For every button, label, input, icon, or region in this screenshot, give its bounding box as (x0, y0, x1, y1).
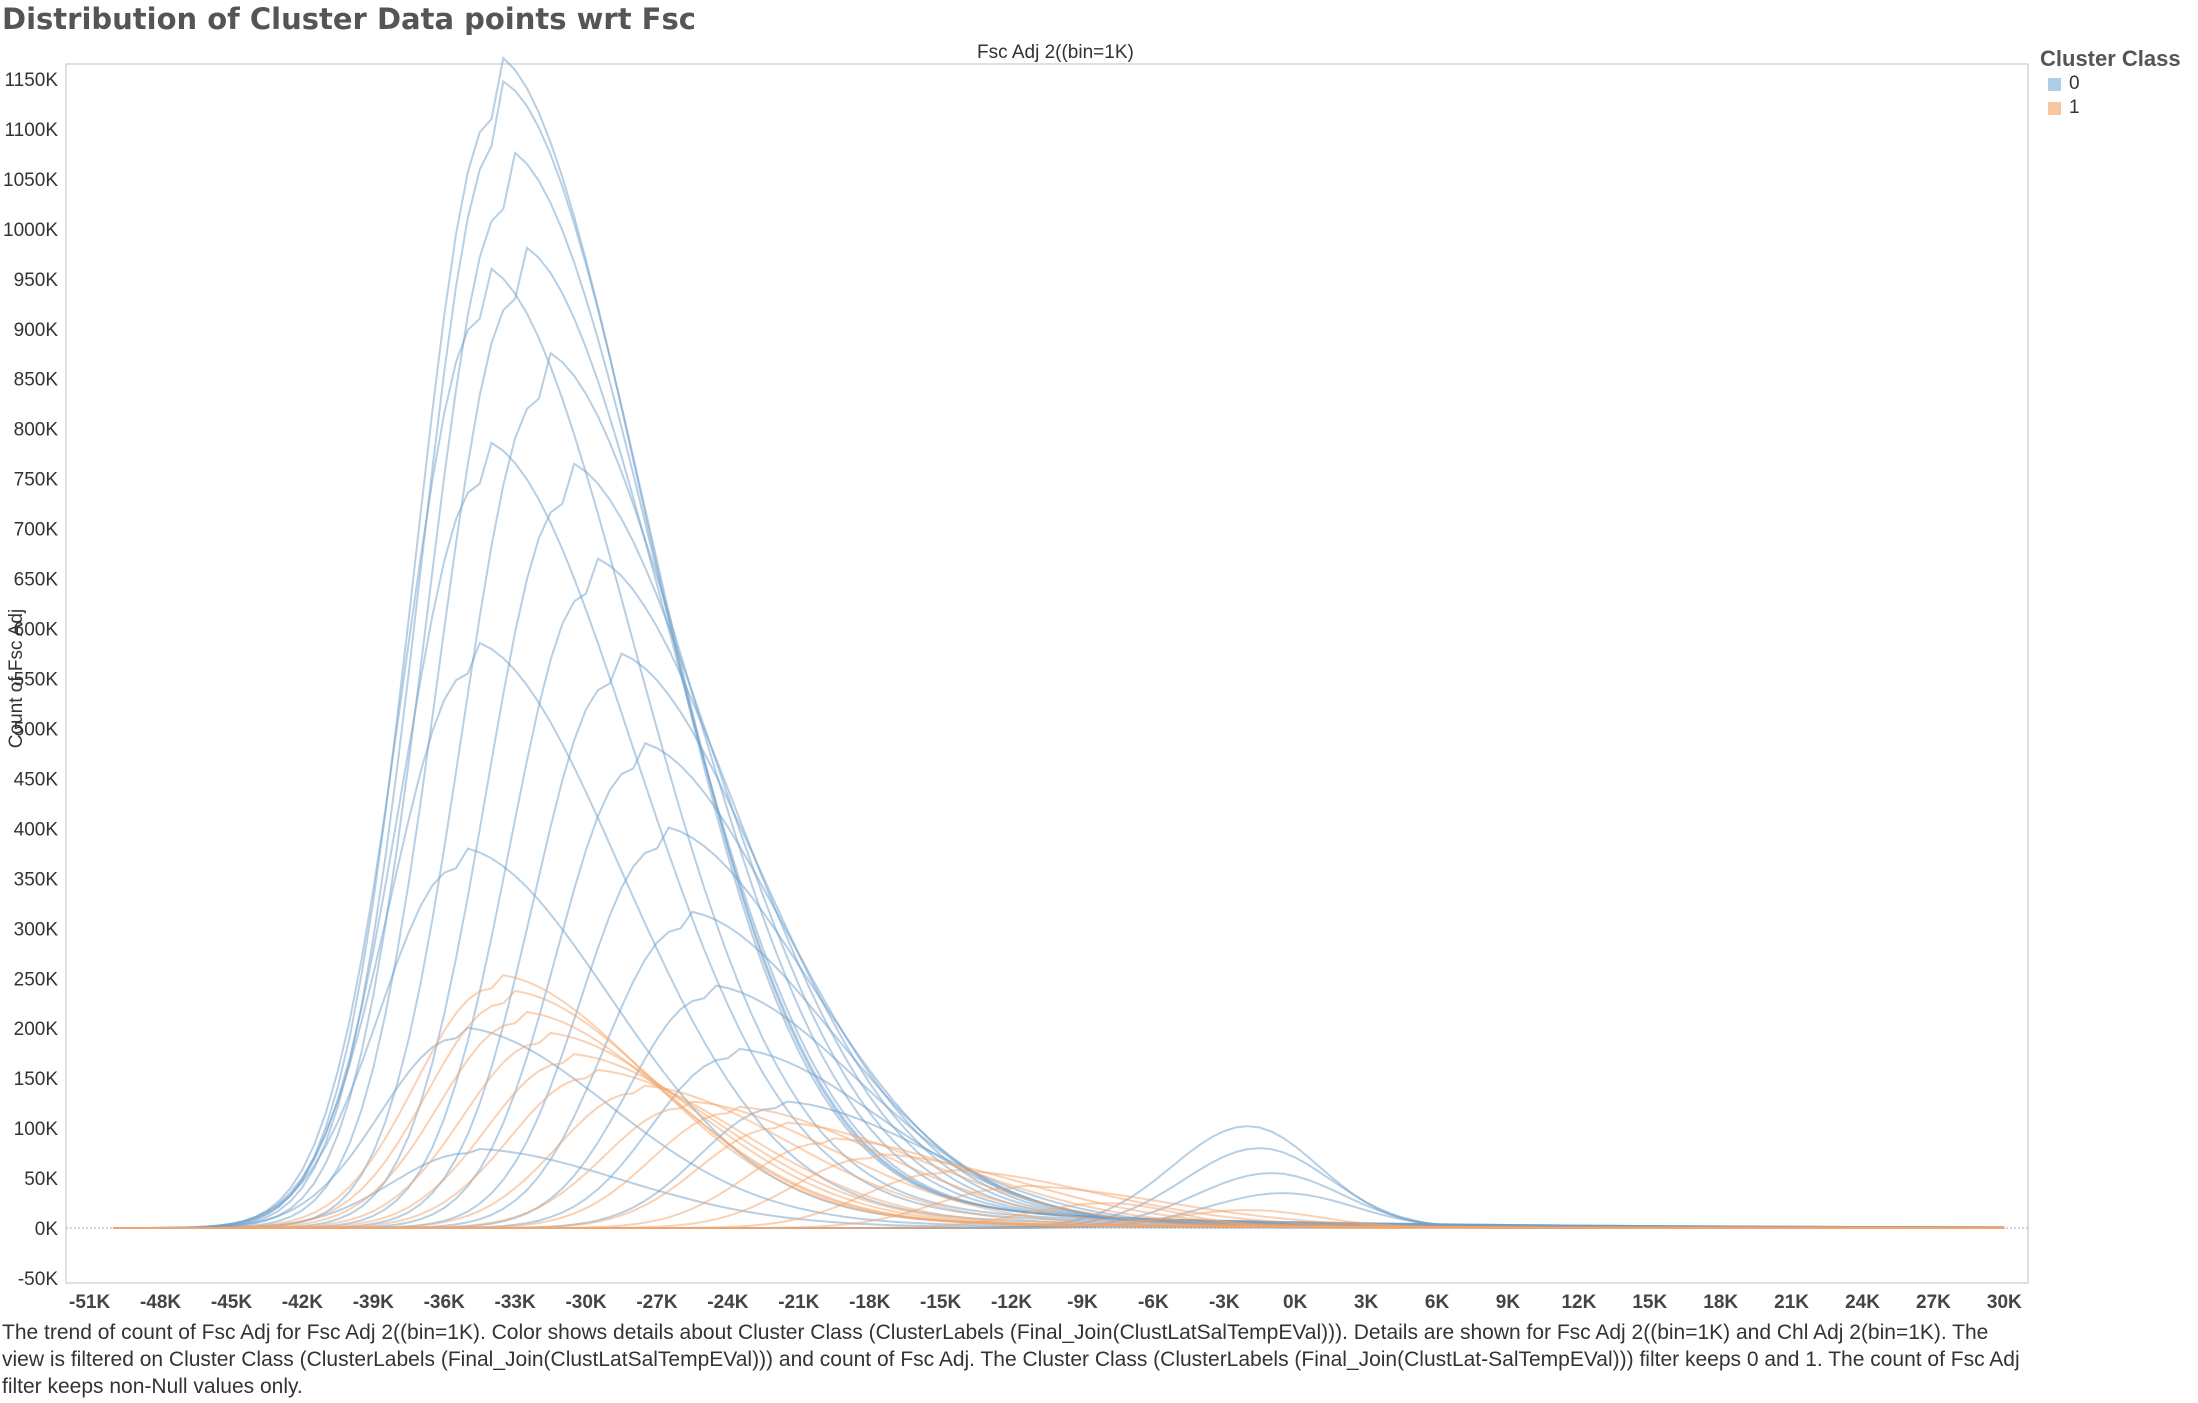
legend-item-1[interactable]: 1 (2040, 96, 2181, 120)
y-tick-label: 0K (35, 1219, 59, 1240)
y-tick-label: 600K (14, 620, 59, 641)
series-0-line (113, 984, 2005, 1229)
x-tick-label: 15K (1632, 1292, 1667, 1313)
series-0-line (113, 55, 2005, 1229)
series-0-line (113, 351, 2005, 1229)
y-tick-label: 550K (14, 669, 59, 690)
x-tick-label: -45K (211, 1292, 252, 1313)
x-tick-label: -18K (849, 1292, 890, 1313)
y-tick-label: 200K (14, 1019, 59, 1040)
x-tick-label: 12K (1561, 1292, 1596, 1313)
x-tick-label: 24K (1845, 1292, 1880, 1313)
x-tick-label: -30K (565, 1292, 606, 1313)
y-tick-label: 500K (14, 719, 59, 740)
x-tick-label: -42K (282, 1292, 323, 1313)
x-tick-label: -24K (707, 1292, 748, 1313)
x-tick-label: -27K (636, 1292, 677, 1313)
y-tick-label: 1100K (4, 120, 58, 141)
y-tick-label: 50K (24, 1169, 58, 1190)
y-tick-label: 1000K (3, 220, 58, 241)
plot-area-frame (65, 63, 2029, 1284)
series-0-line (113, 1026, 2005, 1229)
legend[interactable]: Cluster Class 0 1 (2040, 46, 2181, 120)
series-0-line (113, 652, 2005, 1229)
series-0-line (113, 441, 2005, 1229)
x-tick-label: 0K (1283, 1292, 1308, 1313)
x-axis: -51K -48K -45K -42K -39K -36K -33K -30K -27K -24K… (69, 1292, 2022, 1313)
x-tick-label: -36K (424, 1292, 465, 1313)
x-tick-label: 3K (1354, 1292, 1379, 1313)
y-tick-label: 100K (14, 1119, 59, 1140)
y-tick-label: 150K (14, 1069, 59, 1090)
y-tick-label: -50K (18, 1269, 58, 1290)
y-tick-label: 900K (14, 320, 59, 341)
x-tick-label: 21K (1774, 1292, 1809, 1313)
series-0-line (113, 79, 2005, 1229)
legend-swatch-1 (2048, 101, 2061, 115)
x-tick-label: -51K (69, 1292, 110, 1313)
x-tick-label: -48K (140, 1292, 181, 1313)
legend-label-1: 1 (2069, 97, 2080, 118)
x-tick-label: -3K (1209, 1292, 1240, 1313)
x-tick-label: -39K (353, 1292, 394, 1313)
chart-caption: The trend of count of Fsc Adj for Fsc Ad… (2, 1321, 2020, 1398)
y-tick-label: 700K (14, 520, 59, 541)
x-tick-label: -15K (920, 1292, 961, 1313)
x-tick-label: -6K (1138, 1292, 1169, 1313)
series-cluster-1 (113, 973, 2005, 1229)
x-tick-label: 9K (1496, 1292, 1521, 1313)
y-tick-label: 850K (14, 370, 59, 391)
y-tick-label: 350K (14, 869, 59, 890)
series-cluster-0 (113, 55, 2005, 1229)
x-tick-label: 6K (1425, 1292, 1450, 1313)
y-tick-label: 450K (14, 769, 59, 790)
series-0-line (113, 847, 2005, 1229)
y-axis-label: Count of Fsc Adj (6, 609, 27, 748)
series-1-line (113, 973, 2005, 1229)
legend-title: Cluster Class (2040, 46, 2181, 71)
x-tick-label: 27K (1916, 1292, 1951, 1313)
y-tick-label: 750K (14, 470, 59, 491)
legend-item-0[interactable]: 0 (2040, 72, 2181, 96)
series-1-line (113, 1068, 2005, 1229)
y-tick-label: 400K (14, 819, 59, 840)
y-tick-label: 250K (14, 969, 59, 990)
y-axis: -50K 0K 50K 100K 150K 200K 250K 300K 350K 400K 450… (3, 70, 58, 1290)
y-tick-label: 950K (14, 270, 59, 291)
y-tick-label: 1150K (4, 70, 58, 91)
legend-label-0: 0 (2069, 73, 2080, 94)
y-tick-label: 650K (14, 570, 59, 591)
x-tick-label: 30K (1987, 1292, 2022, 1313)
x-tick-label: 18K (1703, 1292, 1738, 1313)
chart-title: Distribution of Cluster Data points wrt … (2, 2, 696, 36)
y-tick-label: 300K (14, 919, 59, 940)
x-tick-label: -9K (1067, 1292, 1098, 1313)
series-1-line (113, 1053, 2005, 1229)
y-tick-label: 800K (14, 420, 59, 441)
legend-swatch-0 (2048, 77, 2061, 91)
series-1-line (113, 1209, 2005, 1229)
x-tick-label: -33K (495, 1292, 536, 1313)
y-tick-label: 1050K (3, 170, 58, 191)
series-0-line (113, 150, 2005, 1229)
x-tick-label: -12K (991, 1292, 1032, 1313)
x-axis-header-label: Fsc Adj 2((bin=1K) (977, 42, 1134, 63)
x-tick-label: -21K (778, 1292, 819, 1313)
series-0-line (113, 557, 2005, 1229)
